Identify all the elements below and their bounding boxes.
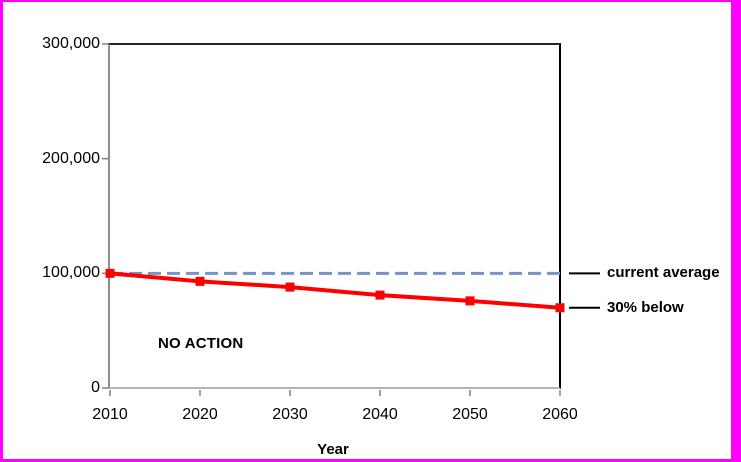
legend-30-percent-below: 30% below xyxy=(607,298,684,316)
x-axis-title: Year xyxy=(317,441,349,458)
plot-area xyxy=(108,43,561,389)
x-tick-label-2020: 2020 xyxy=(182,406,218,423)
y-tick-label-100000: 100,000 xyxy=(42,264,100,281)
y-tick-label-300000: 300,000 xyxy=(42,35,100,52)
y-tick-label-0: 0 xyxy=(91,379,100,396)
x-tick-label-2060: 2060 xyxy=(542,406,578,423)
x-tick-label-2040: 2040 xyxy=(362,406,398,423)
x-tick-label-2010: 2010 xyxy=(92,406,128,423)
x-tick-label-2030: 2030 xyxy=(272,406,308,423)
x-tick-label-2050: 2050 xyxy=(452,406,488,423)
no-action-annotation: NO ACTION xyxy=(158,335,244,352)
y-tick-label-200000: 200,000 xyxy=(42,150,100,167)
line-chart: 300,000 200,000 100,000 0 2010 2020 2030… xyxy=(3,2,731,459)
legend-current-average: current average xyxy=(607,264,720,282)
